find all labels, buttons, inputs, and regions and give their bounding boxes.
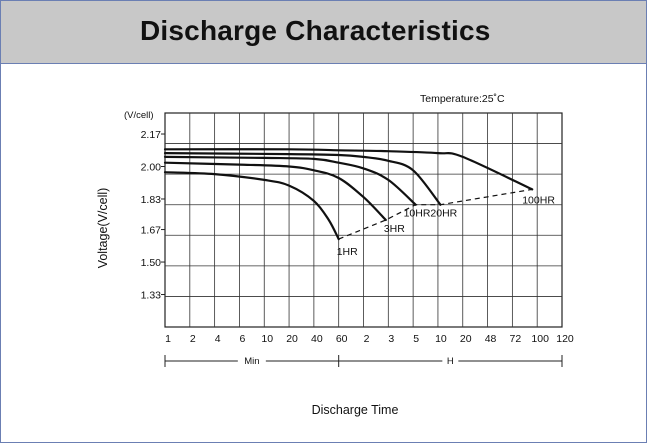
x-tick-label: 60 [336,333,348,345]
page-title: Discharge Characteristics [140,15,491,46]
y-axis-title: Voltage(V/cell) [96,188,110,269]
y-tick-labels: 2.17 2.00 1.83 1.67 1.50 1.33 [141,129,165,302]
x-tick-label: 40 [311,333,323,345]
x-tick-label: 3 [388,333,394,345]
series-line-10hr [163,155,417,206]
y-tick-label: 1.67 [141,225,162,237]
x-tick-label: 4 [215,333,221,345]
series-lines: 1HR 3HR 10HR 20HR 100HR [163,148,555,258]
series-line-100hr [163,148,534,191]
series-line-20hr [163,152,442,206]
x-tick-label: 10 [435,333,447,345]
series-line-3hr [163,161,387,222]
y-tick-label: 2.00 [141,162,162,174]
cutoff-dashed-line [338,188,533,240]
series-line-1hr [163,171,340,241]
series-label-20hr: 20HR [430,208,457,220]
y-tick-label: 1.50 [141,257,162,269]
x-tick-label: 20 [286,333,298,345]
series-label-1hr: 1HR [337,246,358,258]
title-banner: Discharge Characteristics [1,1,646,64]
time-unit-brackets: Min H [164,355,563,367]
y-tick-label: 1.33 [141,290,162,302]
series-label-100hr: 100HR [522,194,555,206]
hours-unit-label: H [447,356,454,367]
x-axis-title: Discharge Time [312,403,399,417]
x-tick-labels: 1 2 4 6 10 20 40 60 2 3 5 10 20 48 72 100 120 [165,333,574,345]
y-unit-label: (V/cell) [124,110,154,121]
y-tick-label: 2.17 [141,129,162,141]
series-label-10hr: 10HR [404,208,431,220]
x-tick-label: 20 [460,333,472,345]
y-tick-label: 1.83 [141,194,162,206]
minutes-unit-label: Min [244,356,259,367]
x-tick-label: 6 [240,333,246,345]
x-tick-label: 2 [190,333,196,345]
x-tick-label: 48 [485,333,497,345]
temperature-annotation: Temperature:25˚C [420,93,505,105]
x-tick-label: 72 [510,333,522,345]
x-tick-label: 5 [413,333,419,345]
x-tick-label: 120 [556,333,574,345]
grid [164,112,563,328]
x-tick-label: 10 [261,333,273,345]
x-tick-label: 100 [531,333,549,345]
series-label-3hr: 3HR [384,223,405,235]
x-tick-label: 2 [364,333,370,345]
x-tick-label: 1 [165,333,171,345]
